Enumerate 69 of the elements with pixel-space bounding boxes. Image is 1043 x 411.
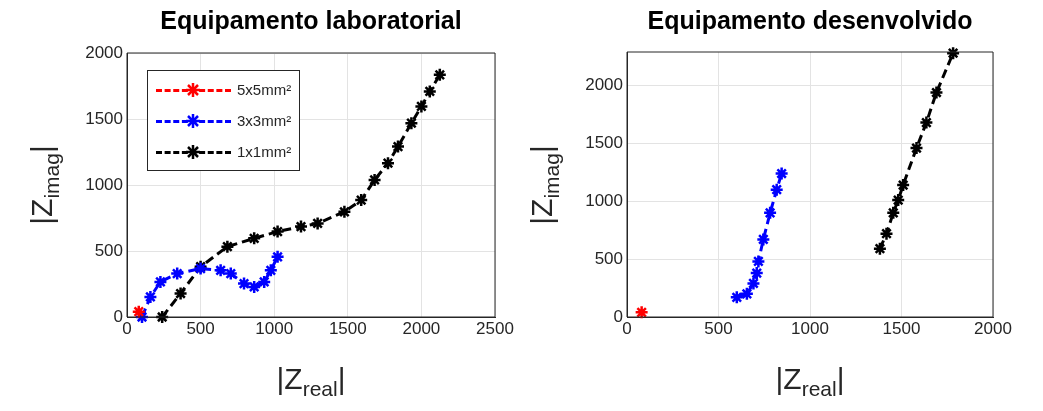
point (246, 231, 262, 246)
point (422, 84, 438, 99)
point (739, 286, 755, 302)
y-tick-label: 2000 (585, 75, 623, 95)
x-tick-label: 1500 (882, 318, 921, 338)
point (746, 276, 761, 291)
y-tick-label: 1000 (585, 190, 623, 210)
point (367, 172, 382, 188)
point (945, 45, 961, 61)
chart-title: Equipamento laboratorial (160, 6, 462, 35)
y-tick-label: 2000 (85, 42, 123, 62)
y-tick-label: 500 (94, 240, 123, 260)
point (353, 192, 369, 208)
point (390, 139, 406, 154)
point (270, 249, 285, 265)
point (310, 216, 325, 231)
point (890, 192, 906, 208)
point (919, 115, 934, 130)
point (774, 166, 789, 181)
point (169, 266, 185, 281)
point (131, 304, 147, 319)
point (263, 263, 279, 278)
x-tick-label: 2000 (402, 318, 441, 338)
point (293, 219, 309, 234)
y-tick-label: 500 (594, 248, 623, 268)
x-tick-label: 2500 (476, 318, 514, 338)
point (432, 67, 448, 83)
point (414, 99, 429, 114)
point (154, 309, 170, 325)
point (256, 274, 272, 290)
legend-label: 1x1mm² (237, 143, 292, 160)
x-tick-label: 2000 (974, 318, 1012, 338)
point (886, 205, 901, 221)
point (223, 266, 239, 281)
point (404, 115, 419, 131)
point (729, 290, 745, 305)
point (213, 263, 228, 278)
point (756, 232, 771, 247)
x-axis-title: |Z$_{real}$| (276, 362, 346, 401)
point (895, 177, 911, 193)
point (153, 274, 168, 290)
point (749, 265, 764, 281)
point (909, 140, 924, 156)
x-tick-label: 1000 (791, 318, 829, 338)
point (929, 85, 944, 100)
point (872, 241, 888, 256)
y-tick-label: 1000 (85, 174, 123, 194)
point (220, 239, 235, 254)
x-axis-title: |Z$_{real}$| (775, 362, 845, 401)
point (337, 204, 352, 220)
chart-title: Equipamento desenvolvido (647, 6, 973, 35)
y-tick-label: 1500 (85, 108, 123, 128)
y-tick-label: 1500 (585, 133, 623, 153)
legend-label: 3x3mm² (237, 112, 292, 129)
point (270, 224, 285, 239)
legend-label: 5x5mm² (237, 81, 292, 98)
point (173, 286, 188, 301)
point (769, 182, 784, 197)
point (380, 155, 396, 171)
point (246, 279, 262, 295)
point (236, 276, 252, 291)
x-tick-label: 500 (186, 318, 215, 338)
point (143, 289, 158, 305)
x-tick-label: 1000 (255, 318, 294, 338)
x-tick-label: 1500 (328, 318, 367, 338)
point (762, 205, 778, 221)
x-tick-label: 500 (704, 318, 733, 338)
point (751, 254, 766, 269)
point (879, 226, 894, 241)
